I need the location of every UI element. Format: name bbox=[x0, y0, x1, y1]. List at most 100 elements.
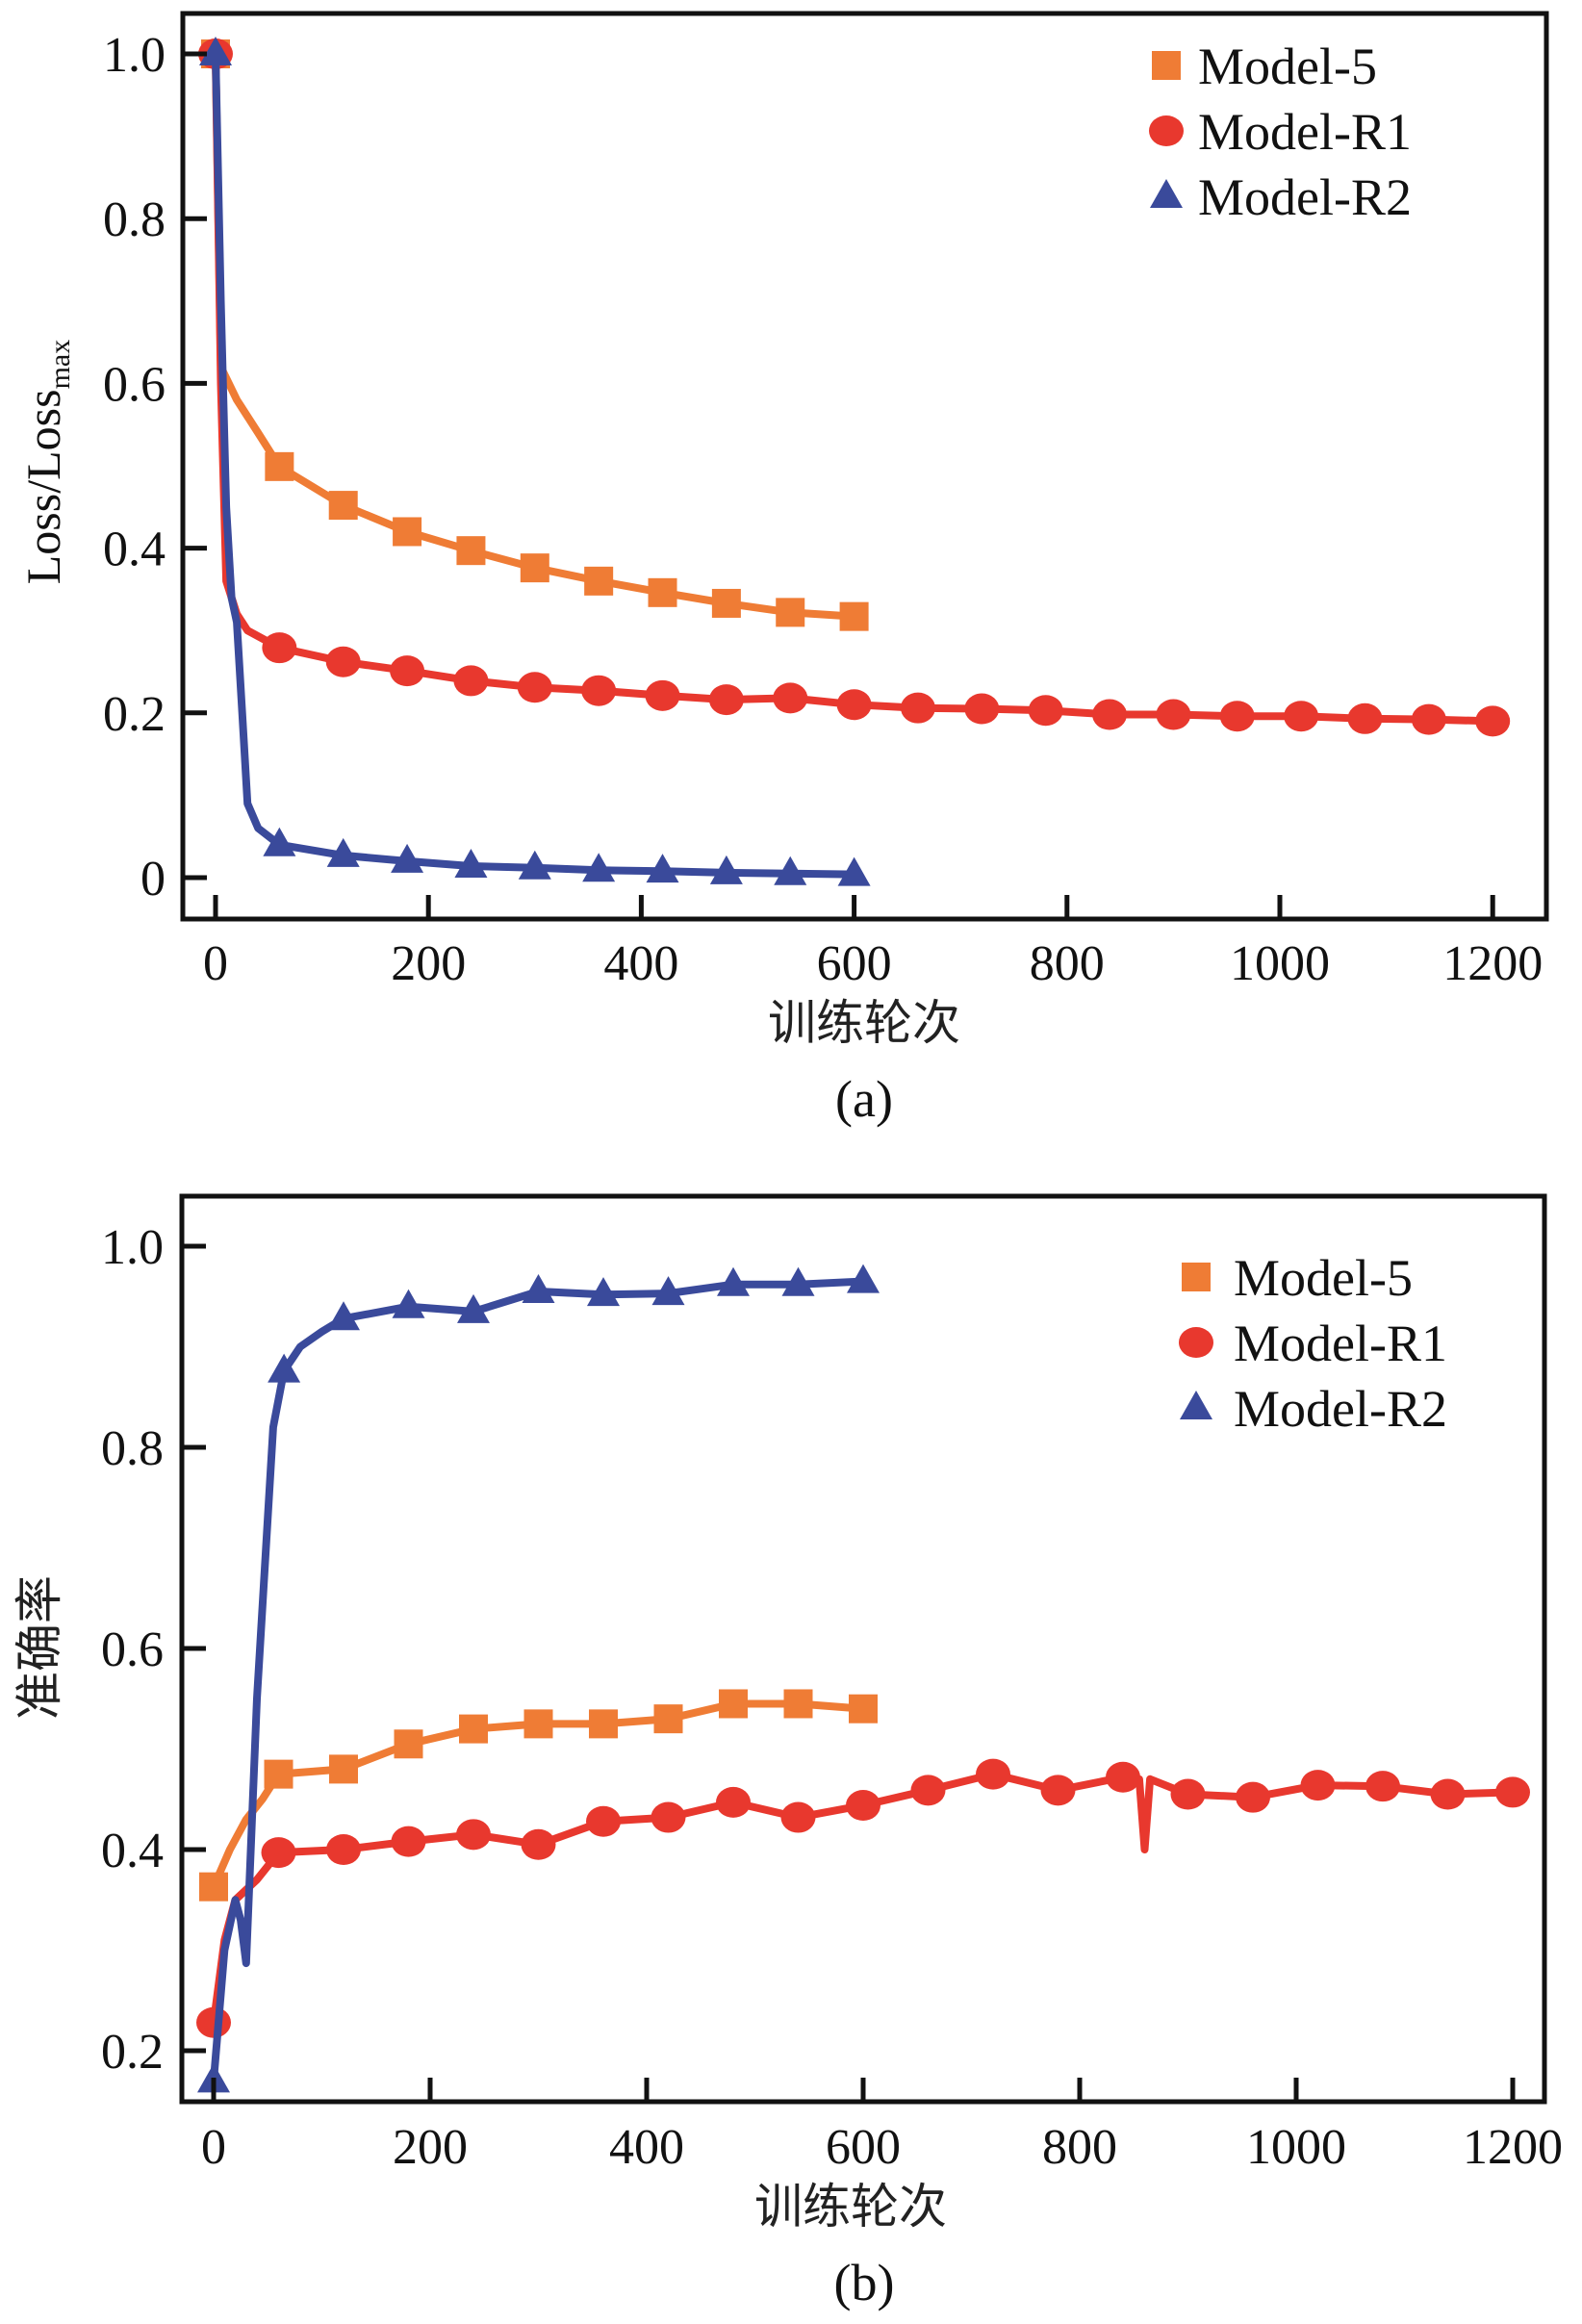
marker-model-r2 bbox=[837, 856, 871, 886]
marker-model-r1 bbox=[716, 1786, 751, 1818]
panel-a-loss-chart: 0 200 400 600 800 1000 1200 0 0.2 0.4 0.6 0.8 1.0 Mo… bbox=[16, 11, 1549, 1128]
marker-model-r2 bbox=[263, 827, 296, 856]
series-model-5 bbox=[201, 39, 869, 631]
y-tick-label: 0.6 bbox=[101, 1622, 164, 1677]
marker-model-r2 bbox=[709, 855, 743, 884]
x-tick-label: 800 bbox=[1042, 2120, 1117, 2175]
marker-model-r2 bbox=[646, 854, 679, 883]
x-tick-label: 800 bbox=[1030, 936, 1105, 991]
x-tick-label: 400 bbox=[603, 936, 678, 991]
x-tick-label: 0 bbox=[203, 936, 228, 991]
marker-model-r1 bbox=[1028, 695, 1063, 727]
y-tick-label: 0.4 bbox=[103, 523, 166, 577]
marker-model-r2 bbox=[847, 1264, 880, 1293]
marker-model-r1 bbox=[773, 682, 808, 714]
marker-model-r2 bbox=[717, 1266, 750, 1296]
x-tick-label: 200 bbox=[393, 2120, 468, 2175]
y-tick-label: 1.0 bbox=[101, 1220, 164, 1275]
marker-model-r1 bbox=[1365, 1771, 1400, 1802]
marker-model-r1 bbox=[1092, 699, 1128, 730]
x-tick-label: 1000 bbox=[1246, 2120, 1346, 2175]
legend-label: Model-R1 bbox=[1198, 103, 1412, 161]
marker-model-5 bbox=[393, 517, 422, 547]
legend-label: Model-R2 bbox=[1234, 1380, 1447, 1438]
y-tick-label: 0.2 bbox=[103, 687, 166, 742]
marker-model-r2 bbox=[582, 853, 616, 882]
marker-model-r2 bbox=[518, 850, 551, 880]
marker-model-r1 bbox=[651, 1801, 686, 1833]
marker-model-r1 bbox=[456, 1819, 491, 1851]
y-tick-label: 1.0 bbox=[103, 28, 166, 83]
panel-a-ylabel-sub: max bbox=[44, 340, 76, 390]
marker-model-5 bbox=[456, 536, 486, 566]
marker-model-r2 bbox=[781, 1266, 815, 1296]
marker-model-r2 bbox=[587, 1277, 620, 1307]
marker-model-5 bbox=[776, 598, 805, 627]
marker-model-r1 bbox=[325, 646, 361, 677]
y-tick-label: 0.2 bbox=[101, 2025, 164, 2080]
marker-model-r1 bbox=[708, 684, 744, 716]
y-tick-label: 0.6 bbox=[103, 357, 166, 412]
marker-model-r1 bbox=[1219, 701, 1255, 732]
marker-model-r1 bbox=[326, 1834, 361, 1865]
marker-model-5 bbox=[520, 553, 549, 583]
y-tick-label: 0.8 bbox=[103, 192, 166, 247]
marker-model-r2 bbox=[774, 856, 807, 885]
marker-model-r2 bbox=[391, 843, 424, 873]
marker-model-r1 bbox=[964, 693, 1000, 725]
panel-b-accuracy-chart: 0 200 400 600 800 1000 1200 0.2 0.4 0.6 0.8 1.0 Mod… bbox=[12, 1193, 1563, 2311]
marker-model-5 bbox=[839, 601, 869, 631]
marker-model-r1 bbox=[1411, 703, 1446, 735]
marker-model-r2 bbox=[651, 1276, 685, 1306]
marker-model-5 bbox=[265, 451, 294, 481]
marker-model-5 bbox=[523, 1709, 553, 1739]
marker-model-r1 bbox=[196, 2006, 231, 2038]
marker-model-r2 bbox=[392, 1289, 425, 1318]
panel-b-y-axis-title: 准确率 bbox=[12, 1575, 67, 1720]
marker-model-r1 bbox=[846, 1790, 880, 1822]
x-tick-label: 1000 bbox=[1230, 936, 1330, 991]
marker-model-r2 bbox=[522, 1274, 555, 1304]
legend-label: Model-5 bbox=[1198, 38, 1377, 95]
marker-model-r2 bbox=[268, 1353, 301, 1383]
legend-item-model-r2: Model-R2 bbox=[1180, 1380, 1447, 1438]
marker-model-r1 bbox=[1170, 1778, 1206, 1810]
legend-label: Model-5 bbox=[1234, 1249, 1413, 1307]
marker-model-r1 bbox=[910, 1775, 946, 1806]
marker-model-r1 bbox=[581, 675, 617, 706]
marker-model-r1 bbox=[976, 1758, 1010, 1790]
panel-a-x-axis-title: 训练轮次 bbox=[768, 995, 960, 1051]
x-tick-label: 600 bbox=[817, 936, 892, 991]
marker-model-5 bbox=[329, 1754, 358, 1784]
series-model-5 bbox=[199, 1689, 878, 1902]
marker-model-r1 bbox=[1430, 1778, 1466, 1810]
marker-model-r2 bbox=[199, 37, 232, 65]
marker-model-5 bbox=[584, 566, 614, 596]
marker-model-5 bbox=[719, 1689, 748, 1719]
marker-model-r1 bbox=[836, 689, 872, 721]
series-model-r2 bbox=[197, 1264, 880, 2093]
marker-model-r1 bbox=[1347, 702, 1383, 734]
legend-item-model-r2: Model-R2 bbox=[1150, 168, 1412, 226]
legend-item-model-5: Model-5 bbox=[1182, 1249, 1413, 1307]
marker-model-r2 bbox=[326, 837, 360, 867]
marker-model-r1 bbox=[1284, 701, 1319, 732]
marker-model-5 bbox=[849, 1694, 878, 1724]
legend-triangle-icon bbox=[1150, 179, 1183, 208]
panel-b-label: (b) bbox=[834, 2254, 895, 2311]
marker-model-r1 bbox=[1156, 699, 1191, 730]
series-model-r1 bbox=[196, 1758, 1530, 2038]
legend-triangle-icon bbox=[1180, 1391, 1212, 1419]
y-tick-label: 0.8 bbox=[101, 1421, 164, 1476]
x-tick-label: 1200 bbox=[1442, 936, 1543, 991]
marker-model-5 bbox=[459, 1714, 488, 1744]
marker-model-r1 bbox=[780, 1801, 816, 1833]
panel-b-x-axis-title: 训练轮次 bbox=[754, 2179, 947, 2235]
panel-b-series bbox=[196, 1264, 1530, 2093]
y-tick-label: 0.4 bbox=[101, 1824, 164, 1878]
x-tick-label: 400 bbox=[609, 2120, 684, 2175]
marker-model-r1 bbox=[391, 1826, 426, 1857]
marker-model-5 bbox=[328, 491, 358, 521]
marker-model-r1 bbox=[453, 665, 489, 697]
